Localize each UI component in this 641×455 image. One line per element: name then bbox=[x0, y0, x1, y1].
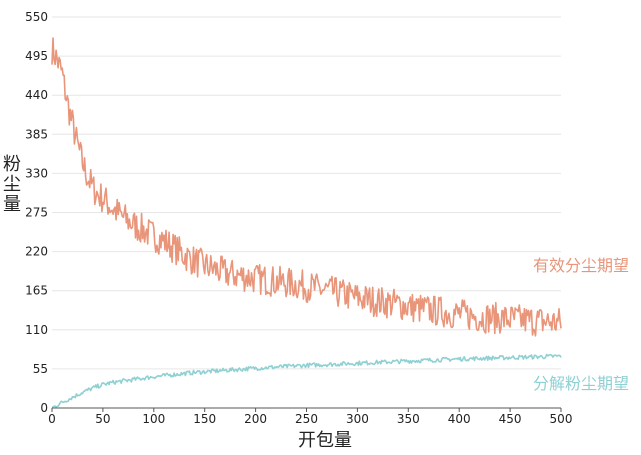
series-label-effective: 有效分尘期望 bbox=[533, 256, 629, 275]
x-axis: 0 50 100 150 200 250 300 350 400 450 500 bbox=[48, 407, 573, 426]
x-axis-title: 开包量 bbox=[298, 430, 352, 451]
y-tick-label: 440 bbox=[25, 88, 48, 102]
x-tick-label: 100 bbox=[142, 412, 165, 426]
y-axis-title: 粉尘量 bbox=[3, 154, 21, 215]
x-tick-label: 350 bbox=[397, 412, 420, 426]
x-tick-label: 400 bbox=[448, 412, 471, 426]
series-label-decompose: 分解粉尘期望 bbox=[533, 374, 629, 393]
series-layer bbox=[51, 37, 562, 409]
x-tick-label: 300 bbox=[346, 412, 369, 426]
x-tick-label: 0 bbox=[48, 412, 56, 426]
y-tick-label: 0 bbox=[40, 401, 48, 415]
grid-lines bbox=[52, 16, 561, 370]
series-line-effective bbox=[51, 37, 562, 337]
y-tick-label: 550 bbox=[25, 10, 48, 24]
x-tick-label: 500 bbox=[550, 412, 573, 426]
y-axis: 0 55 110 165 220 275 330 385 440 495 550 bbox=[25, 10, 48, 415]
series-line-decompose bbox=[51, 353, 562, 409]
y-tick-label: 55 bbox=[33, 362, 48, 376]
y-tick-label: 330 bbox=[25, 166, 48, 180]
y-tick-label: 220 bbox=[25, 245, 48, 259]
x-tick-label: 150 bbox=[193, 412, 216, 426]
y-tick-label: 165 bbox=[25, 284, 48, 298]
y-tick-label: 275 bbox=[25, 206, 48, 220]
y-tick-label: 385 bbox=[25, 127, 48, 141]
y-tick-label: 495 bbox=[25, 49, 48, 63]
x-tick-label: 200 bbox=[244, 412, 267, 426]
y-tick-label: 110 bbox=[25, 323, 48, 337]
x-tick-label: 50 bbox=[95, 412, 110, 426]
x-tick-label: 250 bbox=[295, 412, 318, 426]
x-tick-label: 450 bbox=[499, 412, 522, 426]
